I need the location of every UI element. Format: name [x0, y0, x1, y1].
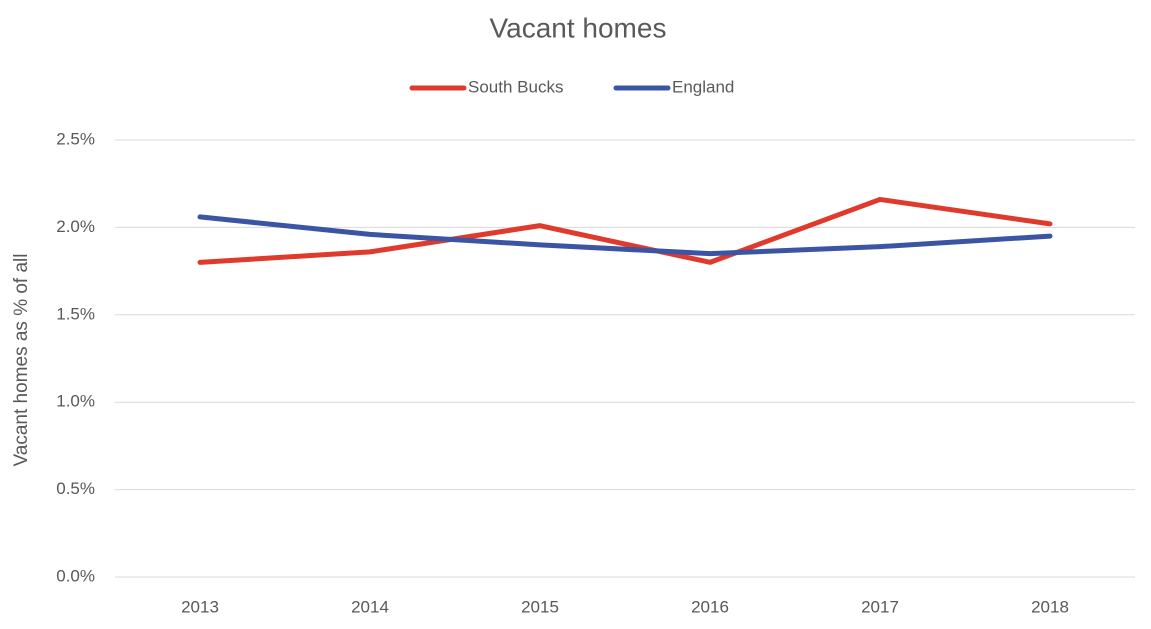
x-tick-label: 2015	[521, 597, 559, 616]
y-axis-label: Vacant homes as % of all	[11, 254, 32, 467]
series-line	[197, 214, 1053, 257]
chart-title: Vacant homes	[490, 12, 667, 43]
legend-label: South Bucks	[468, 77, 563, 96]
x-tick-label: 2014	[351, 597, 389, 616]
y-tick-label: 2.5%	[56, 129, 95, 148]
series-line	[197, 196, 1053, 265]
x-tick-label: 2013	[181, 597, 219, 616]
x-tick-label: 2016	[691, 597, 729, 616]
y-tick-label: 0.0%	[56, 566, 95, 585]
legend-label: England	[672, 77, 734, 96]
y-tick-label: 0.5%	[56, 479, 95, 498]
x-tick-label: 2017	[861, 597, 899, 616]
x-tick-label: 2018	[1031, 597, 1069, 616]
y-tick-label: 2.0%	[56, 217, 95, 236]
y-tick-label: 1.5%	[56, 304, 95, 323]
y-tick-label: 1.0%	[56, 392, 95, 411]
